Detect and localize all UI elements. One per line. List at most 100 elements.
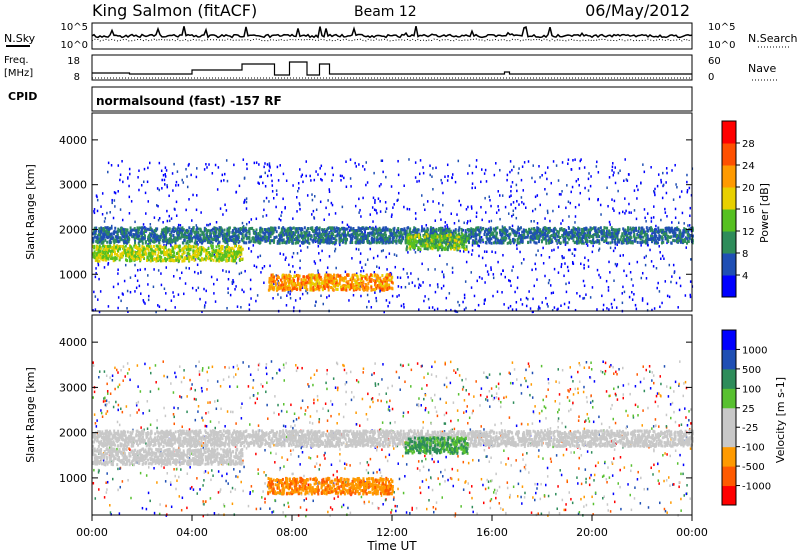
scatter-cell [272, 196, 275, 200]
band-cell [492, 231, 495, 235]
band-cell [627, 228, 630, 232]
band-cell [383, 228, 386, 232]
scatter-cell [560, 304, 562, 307]
band-cell [303, 232, 306, 236]
scatter-cell [564, 262, 566, 265]
band-cell [349, 235, 352, 239]
scatter-cell [689, 214, 691, 218]
band-cell [140, 248, 143, 252]
band-cell [224, 251, 227, 255]
band-cell [600, 237, 603, 241]
scatter-cell [373, 270, 376, 274]
scatter-cell [528, 290, 530, 293]
scatter-cell [414, 176, 417, 179]
scatter-cell [144, 267, 146, 271]
band-cell [261, 238, 264, 242]
scatter-cell [175, 180, 178, 184]
scatter-cell [229, 293, 232, 297]
band-cell [352, 232, 355, 236]
band-cell [637, 229, 640, 233]
band-cell [97, 229, 100, 233]
scatter-cell [206, 166, 208, 169]
band-cell [180, 231, 183, 235]
scatter-cell [442, 203, 444, 207]
scatter-cell [674, 207, 677, 211]
band-cell [566, 236, 569, 240]
band-cell [254, 235, 257, 239]
band-cell [161, 250, 164, 254]
scatter-cell [209, 222, 211, 226]
band-cell [262, 231, 265, 235]
scatter-cell [164, 166, 167, 169]
scatter-cell [674, 216, 677, 219]
band-cell [238, 253, 241, 257]
scatter-cell [470, 205, 473, 208]
band-cell [508, 226, 511, 230]
scatter-cell [686, 180, 688, 184]
band-cell [141, 227, 144, 231]
band-cell [117, 227, 120, 231]
scatter-cell [179, 277, 181, 280]
scatter-cell [550, 181, 553, 185]
band-cell [146, 246, 149, 250]
band-cell [366, 241, 369, 245]
scatter-cell [630, 278, 633, 281]
band-cell [610, 226, 613, 230]
band-cell [339, 239, 342, 243]
scatter-cell [418, 179, 420, 183]
scatter-cell [397, 191, 400, 195]
band-cell [653, 230, 656, 234]
band-cell [119, 254, 122, 258]
band-cell [358, 238, 361, 242]
band-cell [686, 237, 689, 241]
scatter-cell [534, 262, 536, 266]
band-cell [96, 236, 99, 240]
band-cell [169, 251, 172, 255]
scatter-cell [486, 270, 489, 273]
scatter-cell [516, 189, 518, 193]
scatter-cell [288, 263, 290, 267]
scatter-cell [424, 208, 426, 212]
scatter-cell [319, 258, 322, 262]
scatter-cell [197, 286, 200, 290]
scatter-cell [660, 181, 663, 184]
band-cell [259, 238, 262, 242]
scatter-cell [532, 310, 534, 313]
band-cell [376, 238, 379, 242]
scatter-cell [459, 249, 461, 253]
band-cell [156, 235, 159, 239]
band-cell [379, 239, 382, 243]
band-cell [224, 241, 227, 245]
band-cell [264, 239, 267, 243]
scatter-cell [148, 161, 151, 165]
band-cell [211, 244, 214, 248]
band-cell [163, 230, 166, 234]
band-cell [546, 234, 549, 238]
scatter-cell [142, 223, 145, 226]
scatter-cell [138, 188, 140, 192]
scatter-cell [458, 304, 461, 307]
band-cell [252, 228, 255, 232]
band-cell [399, 228, 402, 232]
band-cell [230, 238, 233, 242]
scatter-cell [424, 295, 426, 298]
scatter-cell [454, 180, 457, 184]
band-cell [214, 238, 217, 242]
scatter-cell [654, 187, 656, 191]
band-cell [192, 253, 195, 257]
band-cell [205, 227, 208, 231]
scatter-cell [676, 185, 678, 189]
scatter-cell [494, 251, 497, 254]
band-cell [260, 227, 263, 231]
band-cell [257, 232, 260, 236]
band-cell [591, 239, 594, 243]
scatter-cell [348, 299, 350, 302]
band-cell [188, 244, 191, 248]
band-cell [560, 226, 563, 230]
scatter-cell [213, 253, 216, 257]
cpid-mode: normalsound (fast) -157 RF [96, 94, 282, 108]
band-cell [151, 253, 154, 257]
scatter-cell [512, 209, 515, 213]
band-cell [182, 241, 185, 245]
band-cell [646, 234, 649, 238]
